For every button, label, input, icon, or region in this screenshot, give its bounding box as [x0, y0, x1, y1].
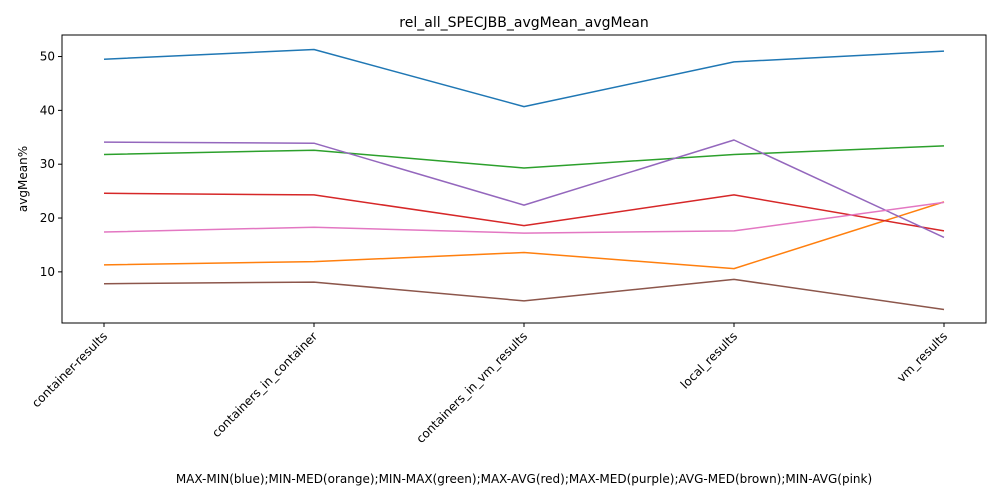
series-line-6 — [103, 278, 945, 311]
x-tick-label: containers_in_vm_results — [413, 329, 530, 446]
series-line-2 — [103, 201, 945, 270]
y-axis-label: avgMean% — [16, 146, 30, 212]
series-line-3 — [103, 145, 945, 169]
y-tick-label: 50 — [40, 50, 55, 64]
series-line-4 — [103, 192, 945, 232]
x-tick-label: container-results — [29, 329, 110, 410]
plot-area: 10 20 30 40 50 container-results containers_in… — [29, 48, 950, 446]
x-tick-label: containers_in_container — [209, 329, 320, 440]
y-tick-label: 30 — [40, 157, 55, 171]
series-line-1 — [103, 48, 945, 108]
chart-title: rel_all_SPECJBB_avgMean_avgMean — [399, 15, 648, 31]
x-axis-label: MAX-MIN(blue);MIN-MED(orange);MIN-MAX(gr… — [176, 472, 872, 486]
y-tick-label: 10 — [40, 265, 55, 279]
y-tick-label: 20 — [40, 211, 55, 225]
x-tick-label: vm_results — [894, 329, 950, 385]
plot-frame — [61, 34, 987, 324]
series-line-5 — [103, 139, 945, 239]
y-tick-label: 40 — [40, 103, 55, 117]
x-tick-label: local_results — [678, 329, 740, 391]
series-line-7 — [103, 201, 945, 234]
